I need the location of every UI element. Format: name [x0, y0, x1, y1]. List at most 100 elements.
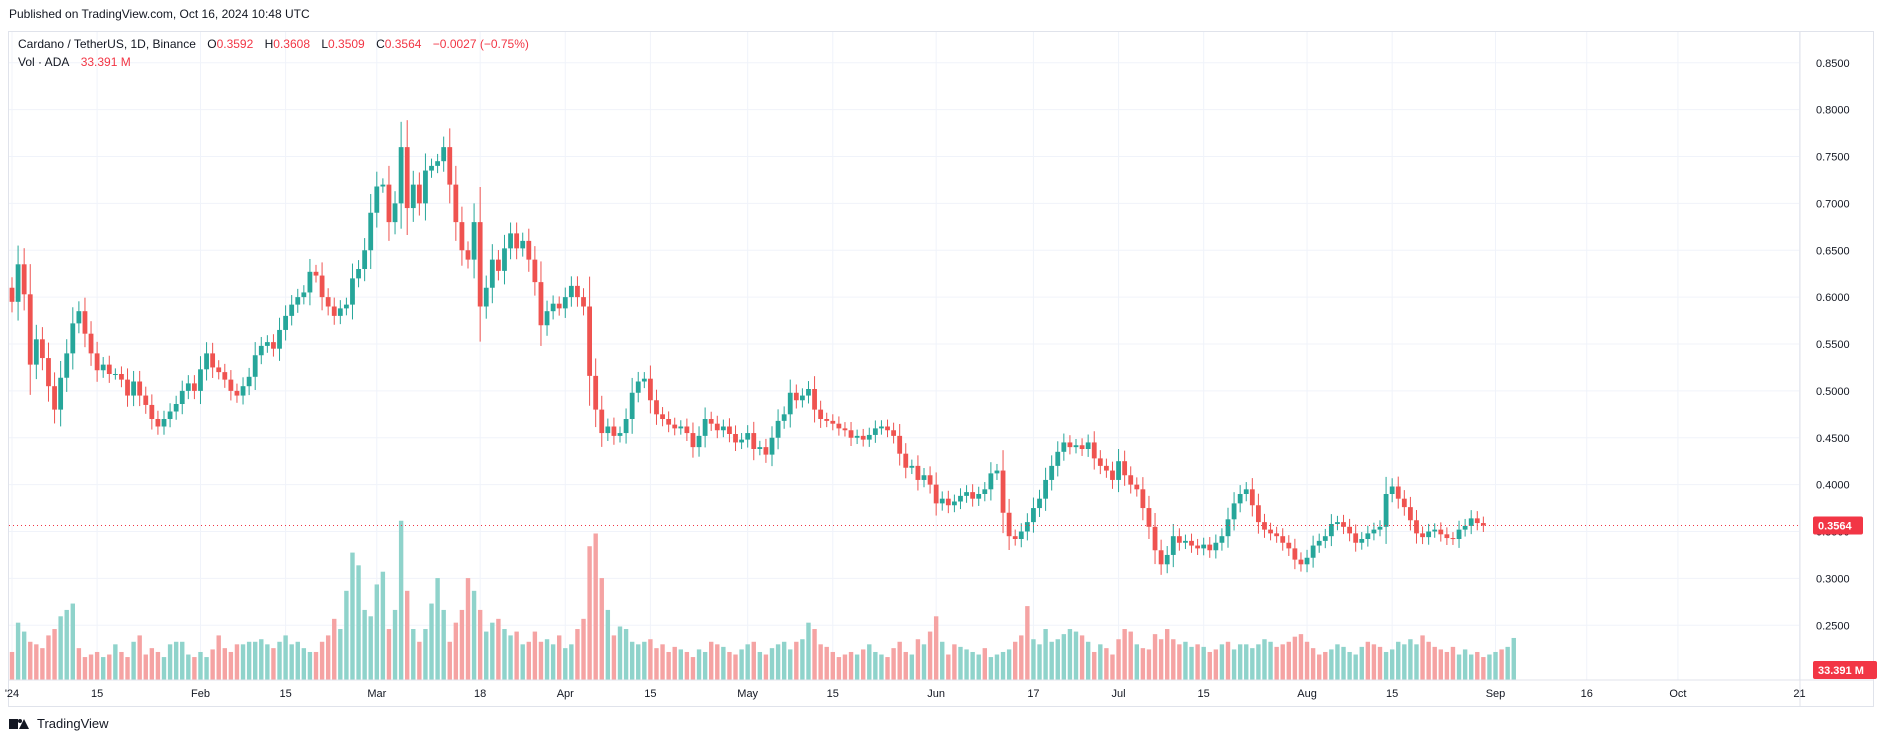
footer-brand[interactable]: TradingView	[9, 716, 109, 731]
volume-bar	[629, 641, 635, 680]
time-axis-label: '24	[5, 688, 19, 700]
candle-body	[112, 374, 118, 375]
candle-body	[1341, 522, 1346, 527]
volume-bar	[1213, 649, 1219, 680]
volume-bar	[1110, 654, 1115, 680]
candle-body	[575, 285, 580, 298]
volume-bar	[1359, 646, 1364, 680]
volume-bar	[70, 603, 75, 680]
candle-body	[660, 414, 665, 419]
symbol-label[interactable]: Cardano / TetherUS, 1D, Binance	[18, 37, 196, 51]
time-axis-label: Aug	[1297, 688, 1317, 700]
volume-bar	[526, 641, 531, 680]
high-label: H	[264, 37, 274, 51]
volume-bar	[1396, 641, 1401, 680]
candle-body	[1316, 540, 1322, 546]
candle-body	[781, 414, 787, 421]
candle-body	[204, 353, 209, 370]
volume-bar	[362, 609, 367, 680]
volume-bar	[417, 641, 422, 680]
candle-body	[1049, 465, 1055, 480]
volume-bar	[1493, 651, 1498, 680]
volume-bar	[1353, 654, 1358, 680]
volume-bar	[277, 641, 282, 680]
candle-body	[751, 433, 757, 449]
volume-bar	[1444, 651, 1450, 680]
candle-body	[739, 439, 744, 443]
volume-bar	[861, 649, 866, 680]
candle-body	[1256, 505, 1261, 523]
volume-bar	[149, 648, 155, 680]
time-axis-label: Sep	[1486, 688, 1506, 700]
volume-bar	[429, 603, 434, 680]
volume-label[interactable]: Vol · ADA	[18, 55, 70, 69]
candle-body	[1420, 533, 1425, 538]
volume-bar	[605, 609, 611, 680]
candle-body	[1225, 519, 1231, 537]
volume-bar	[186, 654, 191, 680]
candle-body	[1237, 494, 1243, 504]
volume-bar	[982, 648, 987, 680]
time-axis-label: Feb	[191, 688, 210, 700]
candle-body	[46, 358, 51, 387]
price-axis-label: 0.7000	[1816, 198, 1850, 210]
volume-bar	[842, 654, 848, 680]
volume-bar	[611, 635, 617, 680]
candle-body	[216, 367, 222, 373]
volume-bar	[538, 641, 544, 680]
volume-bar	[830, 651, 835, 680]
volume-bar	[915, 639, 921, 680]
volume-bar	[976, 654, 981, 680]
candle-body	[1201, 544, 1207, 549]
volume-bar	[76, 648, 82, 680]
volume-bar	[1499, 649, 1504, 680]
volume-bar	[988, 657, 994, 680]
volume-bar	[921, 644, 927, 680]
candle-body	[714, 423, 720, 431]
volume-bar	[739, 649, 744, 680]
candle-body	[1328, 524, 1334, 537]
volume-bar	[873, 651, 878, 680]
volume-value: 33.391 M	[80, 55, 131, 69]
volume-bar	[15, 622, 21, 680]
candle-body	[70, 323, 76, 354]
ohlc-legend-row: Cardano / TetherUS, 1D, Binance O0.3592 …	[18, 35, 529, 53]
volume-bar	[392, 609, 398, 680]
volume-bar	[441, 609, 446, 680]
close-value: 0.3564	[384, 37, 422, 51]
volume-bar	[490, 622, 495, 680]
candle-body	[1140, 489, 1146, 509]
candle-body	[672, 424, 678, 429]
volume-bar	[380, 571, 386, 680]
candle-body	[161, 419, 167, 427]
volume-bar	[1085, 641, 1091, 680]
candle-body	[1444, 534, 1450, 539]
candle-body	[1365, 533, 1371, 539]
volume-bar	[1219, 644, 1225, 680]
volume-bar	[459, 609, 465, 680]
candle-body	[1037, 498, 1042, 509]
volume-bar	[642, 641, 647, 680]
chart-frame	[8, 31, 1874, 707]
candle-body	[264, 342, 270, 346]
candle-body	[483, 287, 489, 307]
volume-bar	[1128, 631, 1133, 680]
price-axis-label: 0.6000	[1816, 292, 1850, 304]
volume-bar	[234, 644, 240, 680]
candle-body	[1195, 545, 1200, 549]
candle-body	[605, 426, 611, 434]
candle-body	[1377, 526, 1383, 530]
candle-body	[131, 381, 136, 396]
published-line: Published on TradingView.com, Oct 16, 20…	[9, 7, 310, 21]
volume-bar	[289, 644, 294, 680]
volume-bar	[508, 635, 513, 680]
volume-bar	[64, 609, 69, 680]
candle-body	[1414, 520, 1419, 534]
candle-body	[119, 374, 124, 380]
volume-bar	[1298, 634, 1304, 680]
candle-body	[684, 426, 690, 434]
candle-body	[690, 433, 696, 448]
price-axis-label: 0.3000	[1816, 573, 1850, 585]
candle-body	[921, 475, 927, 480]
